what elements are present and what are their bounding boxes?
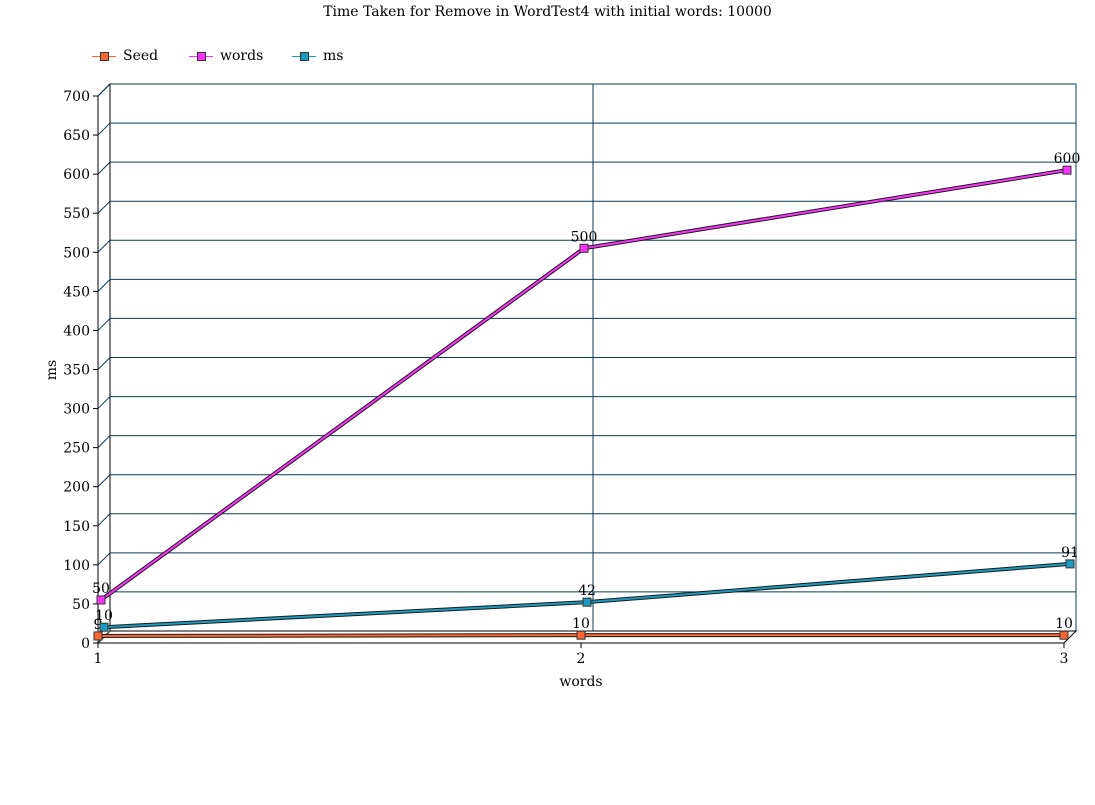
legend-marker-seed xyxy=(100,52,109,61)
y-tick-label: 500 xyxy=(63,245,90,261)
y-tick-label: 650 xyxy=(63,128,90,144)
y-grid-diagonal xyxy=(97,513,111,527)
y-tick-label: 250 xyxy=(63,441,90,457)
data-label: 91 xyxy=(1061,545,1079,561)
y-axis-label: ms xyxy=(44,360,60,380)
x-tick-label: 2 xyxy=(577,651,586,667)
y-grid-diagonal xyxy=(97,396,111,409)
data-label: 42 xyxy=(578,583,596,599)
y-tick-label: 400 xyxy=(63,323,90,339)
y-tick-label: 0 xyxy=(81,636,90,652)
data-point xyxy=(576,630,586,640)
y-grid-diagonal xyxy=(97,83,111,97)
y-grid-diagonal xyxy=(97,357,111,370)
x-axis-label: words xyxy=(559,674,602,690)
x-tick-label: 1 xyxy=(94,651,103,667)
legend-label-seed: Seed xyxy=(123,48,159,64)
legend-marker-ms xyxy=(300,52,309,61)
y-tick-label: 700 xyxy=(63,89,90,105)
data-point xyxy=(93,631,103,641)
y-grid-diagonal xyxy=(97,552,111,566)
y-tick-label: 100 xyxy=(63,558,90,574)
chart-title: Time Taken for Remove in WordTest4 with … xyxy=(323,4,772,20)
data-point xyxy=(96,595,106,605)
legend-marker-words xyxy=(197,52,206,61)
data-point xyxy=(1065,559,1075,569)
y-tick-label: 300 xyxy=(63,402,90,418)
x-tick-label: 3 xyxy=(1060,651,1069,667)
data-label: 10 xyxy=(95,608,113,624)
data-label: 10 xyxy=(572,616,590,632)
y-grid-diagonal xyxy=(97,318,111,331)
y-grid-diagonal xyxy=(97,122,111,136)
y-tick-label: 550 xyxy=(63,206,90,222)
y-grid-diagonal xyxy=(97,435,111,448)
y-tick-label: 350 xyxy=(63,363,90,379)
legend-label-words: words xyxy=(220,48,264,64)
data-label: 500 xyxy=(571,229,598,245)
y-tick-label: 50 xyxy=(72,597,90,613)
y-grid-diagonal xyxy=(97,279,111,292)
y-grid-diagonal xyxy=(97,161,111,175)
data-point xyxy=(1059,630,1069,640)
y-tick-label: 150 xyxy=(63,519,90,535)
legend-label-ms: ms xyxy=(323,48,344,64)
y-tick-label: 600 xyxy=(63,167,90,183)
data-label: 9 xyxy=(94,617,103,633)
data-label: 10 xyxy=(1055,616,1073,632)
y-grid-diagonal xyxy=(97,200,111,214)
data-label: 600 xyxy=(1054,151,1081,167)
data-point xyxy=(1062,165,1072,175)
data-label: 50 xyxy=(92,581,110,597)
y-grid-diagonal xyxy=(97,474,111,488)
data-point xyxy=(99,622,109,632)
y-tick-label: 450 xyxy=(63,284,90,300)
data-point xyxy=(579,243,589,253)
y-tick-label: 200 xyxy=(63,480,90,496)
y-grid-diagonal xyxy=(97,239,111,253)
data-point xyxy=(582,597,592,607)
